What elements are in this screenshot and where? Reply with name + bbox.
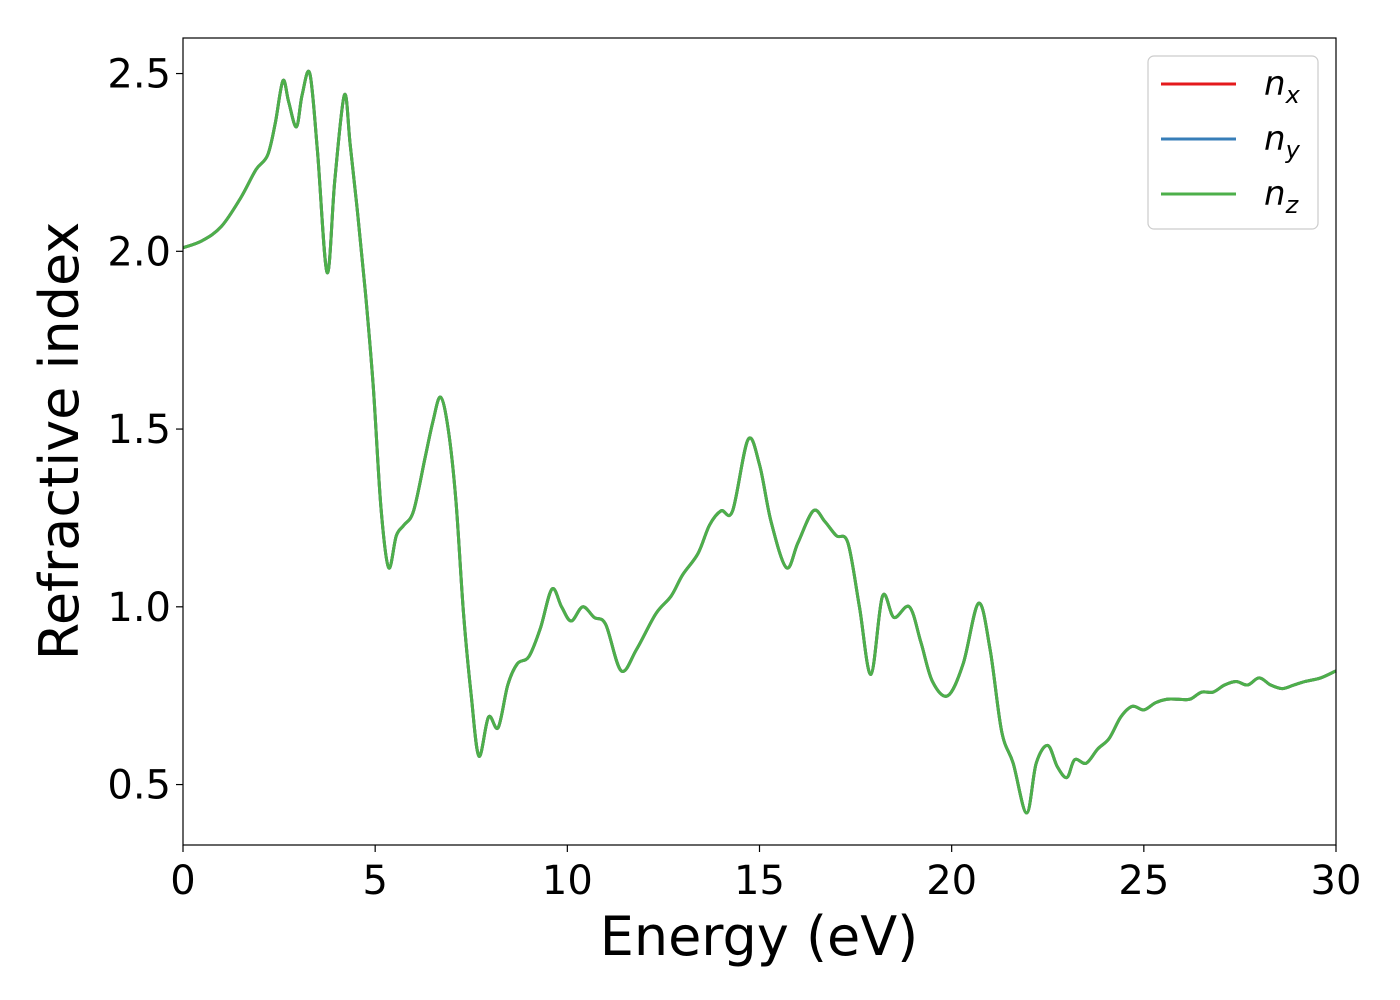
x-tick-label: 20	[926, 858, 977, 904]
y-tick-label: 2.0	[107, 229, 171, 275]
legend-label-subscript: z	[1285, 191, 1300, 219]
x-tick-label: 30	[1311, 858, 1362, 904]
legend-label-base: n	[1264, 64, 1286, 104]
series-line-nz	[182, 69, 1337, 815]
y-tick-label: 0.5	[107, 763, 171, 809]
legend-frame	[1147, 55, 1319, 230]
series-layer	[182, 69, 1337, 815]
x-tick-label: 25	[1118, 858, 1169, 904]
y-tick-label: 2.5	[107, 52, 171, 98]
legend-label-ny: ny	[1264, 119, 1301, 164]
legend-label-subscript: y	[1285, 136, 1301, 164]
y-tick-label: 1.5	[107, 407, 171, 453]
x-axis-label: Energy (eV)	[600, 905, 919, 968]
y-axis: 0.5 1.0 1.5 2.0 2.5	[107, 52, 183, 809]
legend-label-nx: nx	[1264, 64, 1301, 109]
legend-label-subscript: x	[1285, 81, 1301, 109]
legend-label-nz: nz	[1264, 174, 1300, 219]
legend-label-base: n	[1264, 174, 1286, 214]
x-tick-label: 15	[734, 858, 785, 904]
y-tick-label: 1.0	[107, 585, 171, 631]
x-axis: 0 5 10 15 20 25 30	[170, 845, 1361, 904]
y-axis-label: Refractive index	[28, 222, 91, 661]
legend-label-base: n	[1264, 119, 1286, 159]
x-tick-label: 5	[362, 858, 387, 904]
x-tick-label: 10	[542, 858, 593, 904]
x-tick-label: 0	[170, 858, 195, 904]
